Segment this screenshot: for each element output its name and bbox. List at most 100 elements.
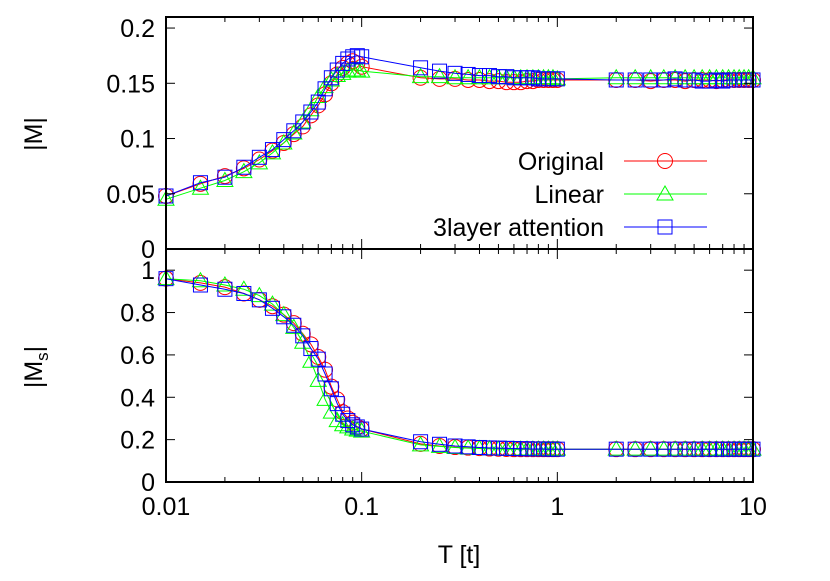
triangle-marker xyxy=(348,61,367,77)
triangle-marker xyxy=(293,112,312,129)
square-marker xyxy=(608,441,624,457)
square-marker xyxy=(471,68,487,84)
square-marker xyxy=(715,73,731,89)
square-marker xyxy=(656,441,672,457)
triangle-marker xyxy=(430,67,449,84)
triangle-marker xyxy=(250,153,269,170)
triangle-marker xyxy=(352,62,371,78)
square-marker xyxy=(656,72,672,88)
square-marker xyxy=(413,434,429,450)
square-marker xyxy=(686,441,702,457)
square-marker xyxy=(447,65,463,81)
bottom-ylabel: |Ms| xyxy=(20,346,52,388)
top-ylabel: |M| xyxy=(20,117,48,151)
square-marker xyxy=(286,317,302,333)
square-marker xyxy=(667,71,683,87)
square-marker xyxy=(349,48,365,64)
legend-label: Linear xyxy=(535,181,605,209)
square-marker xyxy=(481,440,497,456)
square-marker xyxy=(323,381,339,397)
x-tick-label: 1 xyxy=(550,493,564,521)
square-marker xyxy=(627,72,643,88)
panel-top-series xyxy=(157,48,762,206)
bottom-ylabel-sub: s xyxy=(33,352,52,361)
triangle-marker xyxy=(235,162,253,179)
square-marker xyxy=(295,328,311,344)
legend-label: 3layer attention xyxy=(433,214,604,242)
square-marker xyxy=(460,66,476,82)
y-tick-label: 0.6 xyxy=(120,342,155,370)
triangle-marker xyxy=(411,67,430,84)
triangle-marker xyxy=(685,68,703,85)
legend: Original Linear 3layer attention xyxy=(433,148,707,242)
triangle-marker xyxy=(607,440,626,456)
triangle-marker xyxy=(284,318,303,334)
legend-label: Original xyxy=(518,148,604,176)
panel-bottom-frame xyxy=(165,248,754,483)
square-marker xyxy=(677,441,693,457)
series-line xyxy=(165,278,753,450)
bottom-ylabel-end: | xyxy=(20,346,48,353)
square-marker xyxy=(236,159,252,175)
y-tick-label: 0.05 xyxy=(106,181,155,209)
panel-bottom-series xyxy=(157,269,762,458)
square-marker xyxy=(349,419,365,435)
y-tick-label: 1 xyxy=(141,257,155,285)
bottom-ylabel-main: |M xyxy=(20,361,48,388)
square-marker xyxy=(251,292,267,308)
square-marker xyxy=(236,285,252,301)
square-marker xyxy=(677,72,693,88)
triangle-marker xyxy=(284,123,303,140)
square-marker xyxy=(345,417,361,433)
triangle-marker xyxy=(216,171,234,188)
square-marker xyxy=(447,438,463,454)
square-marker xyxy=(549,441,565,457)
square-marker xyxy=(627,441,643,457)
y-tick-label: 0.2 xyxy=(120,427,155,455)
square-marker xyxy=(525,70,541,86)
square-marker xyxy=(310,351,326,367)
square-marker xyxy=(686,72,702,88)
square-marker xyxy=(251,149,267,165)
square-marker xyxy=(323,70,339,86)
square-marker xyxy=(217,281,233,297)
triangle-marker xyxy=(685,440,703,456)
y-tick-label: 0 xyxy=(141,236,155,264)
series-line xyxy=(165,278,753,450)
triangle-marker xyxy=(480,68,499,85)
square-marker xyxy=(335,406,351,422)
triangle-marker xyxy=(263,295,282,311)
square-marker xyxy=(549,71,565,87)
triangle-marker xyxy=(544,68,562,85)
series-line xyxy=(165,60,753,197)
square-marker xyxy=(354,421,370,437)
square-marker xyxy=(471,439,487,455)
series-line xyxy=(165,278,753,450)
square-marker xyxy=(432,63,448,79)
triangle-marker xyxy=(641,440,660,456)
square-marker xyxy=(413,60,429,76)
triangle-marker xyxy=(302,352,320,368)
triangle-marker xyxy=(626,68,645,85)
square-marker xyxy=(317,81,333,97)
square-marker xyxy=(276,132,292,148)
square-marker xyxy=(481,68,497,84)
square-marker xyxy=(490,69,506,85)
triangle-marker xyxy=(676,68,695,85)
square-marker xyxy=(643,441,659,457)
square-marker xyxy=(460,439,476,455)
square-marker xyxy=(264,300,280,316)
triangle-marker xyxy=(607,68,626,85)
square-marker xyxy=(264,142,280,158)
square-marker xyxy=(340,413,356,429)
y-tick-label: 0.8 xyxy=(120,300,155,328)
square-marker xyxy=(329,396,345,412)
triangle-marker xyxy=(548,440,567,456)
square-marker xyxy=(708,72,724,88)
triangle-marker xyxy=(626,440,645,456)
y-tick-label: 0.4 xyxy=(120,384,155,412)
triangle-marker xyxy=(656,184,674,201)
triangle-marker xyxy=(216,276,234,292)
square-marker xyxy=(608,72,624,88)
